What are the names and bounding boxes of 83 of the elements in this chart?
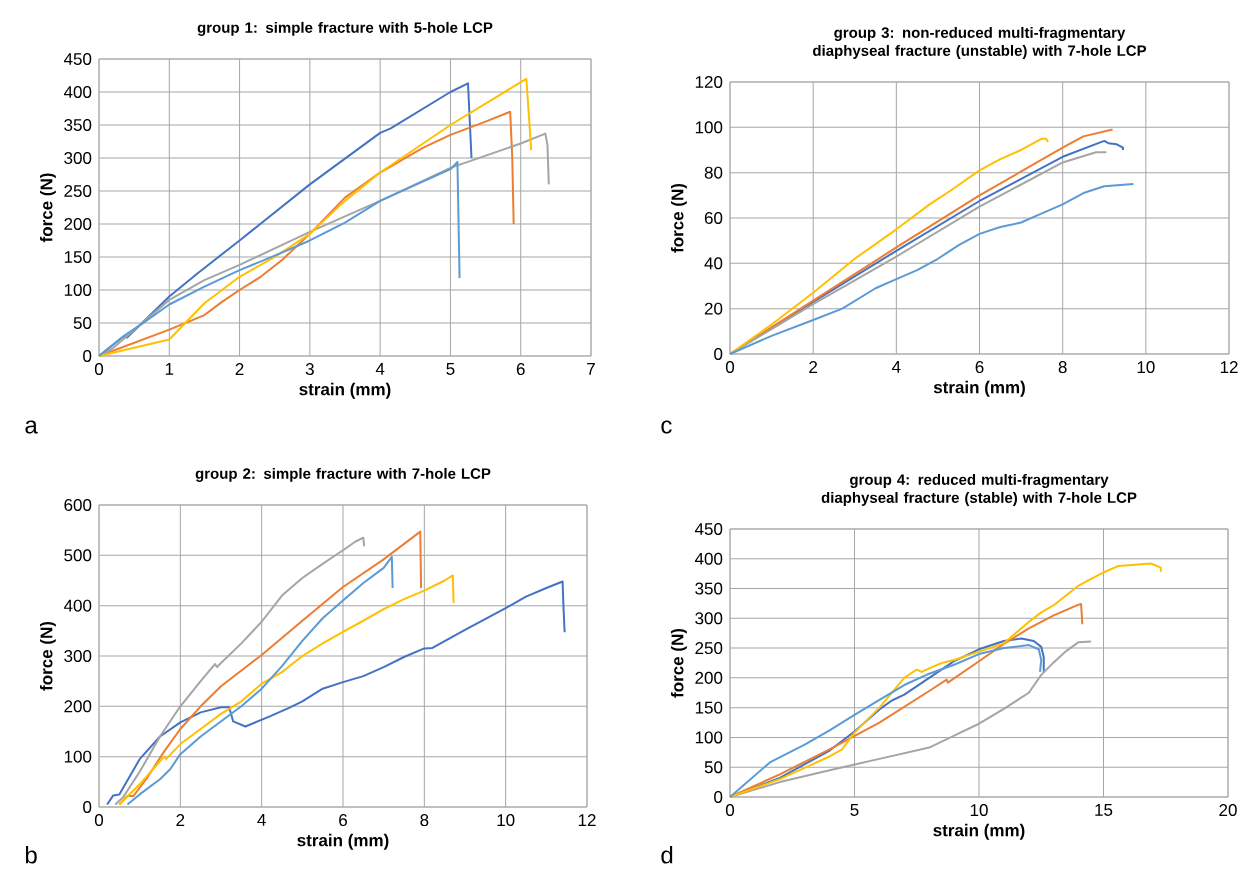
x-tick-label: 4 xyxy=(891,361,901,373)
x-tick-label: 2 xyxy=(235,363,244,375)
line-series xyxy=(98,160,461,357)
text: b xyxy=(25,845,37,864)
x-tick-label: 5 xyxy=(446,363,455,375)
y-tick-label: 40 xyxy=(704,257,723,270)
x-tick-label: 15 xyxy=(1095,804,1113,816)
y-tick-label: 350 xyxy=(64,118,92,131)
y-tick-label: 200 xyxy=(695,671,723,684)
line-series xyxy=(118,574,455,806)
x-tick-label: 12 xyxy=(578,814,596,826)
x-tick-label: 4 xyxy=(375,363,385,375)
y-tick-label: 0 xyxy=(83,349,92,362)
y-axis-title: force (N) xyxy=(670,183,687,253)
y-tick-label: 50 xyxy=(73,316,92,329)
chart-title: group 1: simple fracture with 5-hole LCP xyxy=(197,21,493,36)
x-tick-label: 4 xyxy=(257,814,266,826)
y-tick-label: 250 xyxy=(64,184,92,197)
y-tick-label: 500 xyxy=(64,549,92,562)
y-tick-label: 150 xyxy=(64,250,92,263)
x-tick-label: 0 xyxy=(94,363,104,376)
y-axis-title: force (N) xyxy=(670,628,687,698)
y-tick-label: 100 xyxy=(64,750,92,763)
x-tick-label: 10 xyxy=(1137,361,1155,374)
x-axis-title: strain (mm) xyxy=(297,833,389,850)
y-tick-label: 250 xyxy=(695,642,723,655)
y-axis-title: force (N) xyxy=(39,173,56,243)
y-tick-label: 60 xyxy=(704,211,723,224)
y-tick-label: 150 xyxy=(695,701,723,714)
x-tick-label: 10 xyxy=(970,804,988,817)
x-tick-label: 1 xyxy=(165,363,174,375)
line-series xyxy=(729,562,1162,798)
x-tick-label: 0 xyxy=(725,804,735,817)
y-tick-label: 0 xyxy=(714,347,723,360)
x-tick-label: 2 xyxy=(809,361,818,373)
y-tick-label: 600 xyxy=(64,498,92,511)
y-tick-label: 350 xyxy=(695,582,723,595)
x-tick-label: 8 xyxy=(1058,361,1067,374)
line-series xyxy=(106,580,566,806)
chart-title: group 4: reduced multi-fragmentary diaphyseal fracture (stable) with 7-hole LCP xyxy=(821,473,1137,506)
y-tick-label: 200 xyxy=(64,700,92,713)
line-series xyxy=(729,137,1050,355)
y-tick-label: 300 xyxy=(695,612,723,625)
y-tick-label: 300 xyxy=(64,151,92,164)
y-tick-label: 0 xyxy=(714,790,723,803)
y-tick-label: 450 xyxy=(694,522,723,535)
y-tick-label: 400 xyxy=(63,599,92,612)
text: c xyxy=(661,420,672,434)
x-tick-label: 20 xyxy=(1219,804,1237,817)
chart-title: group 2: simple fracture with 7-hole LCP xyxy=(195,467,491,482)
text: d xyxy=(661,845,673,864)
x-axis-title: strain (mm) xyxy=(933,380,1025,397)
x-tick-label: 6 xyxy=(975,361,984,374)
x-tick-label: 0 xyxy=(725,361,735,374)
x-tick-label: 6 xyxy=(339,814,347,827)
x-tick-label: 7 xyxy=(587,363,595,375)
x-tick-label: 2 xyxy=(176,814,185,826)
x-tick-label: 0 xyxy=(94,814,104,827)
line-series xyxy=(98,77,533,357)
x-tick-label: 10 xyxy=(497,814,515,827)
chart-title: group 3: non-reduced multi-fragmentary diaphyseal fracture (unstable) with 7-hole LCP xyxy=(813,26,1147,59)
y-tick-label: 100 xyxy=(695,731,723,744)
y-tick-label: 80 xyxy=(704,166,723,179)
y-tick-label: 400 xyxy=(694,552,723,565)
y-tick-label: 200 xyxy=(64,217,92,230)
y-tick-label: 20 xyxy=(704,302,723,315)
line-series xyxy=(729,182,1135,355)
y-tick-label: 300 xyxy=(64,649,92,662)
x-axis-title: strain (mm) xyxy=(299,382,391,399)
y-tick-label: 450 xyxy=(63,52,92,65)
y-tick-label: 120 xyxy=(695,75,723,88)
x-tick-label: 12 xyxy=(1220,361,1238,373)
y-tick-label: 50 xyxy=(704,761,723,774)
x-axis-title: strain (mm) xyxy=(933,823,1025,840)
y-axis-title: force (N) xyxy=(39,621,56,691)
y-tick-label: 400 xyxy=(63,85,92,98)
x-tick-label: 5 xyxy=(850,804,859,816)
x-tick-label: 8 xyxy=(420,814,429,827)
x-tick-label: 3 xyxy=(305,363,314,376)
x-tick-label: 6 xyxy=(516,363,525,376)
text: a xyxy=(25,420,38,434)
y-tick-label: 100 xyxy=(695,121,723,134)
y-tick-label: 100 xyxy=(64,283,92,296)
